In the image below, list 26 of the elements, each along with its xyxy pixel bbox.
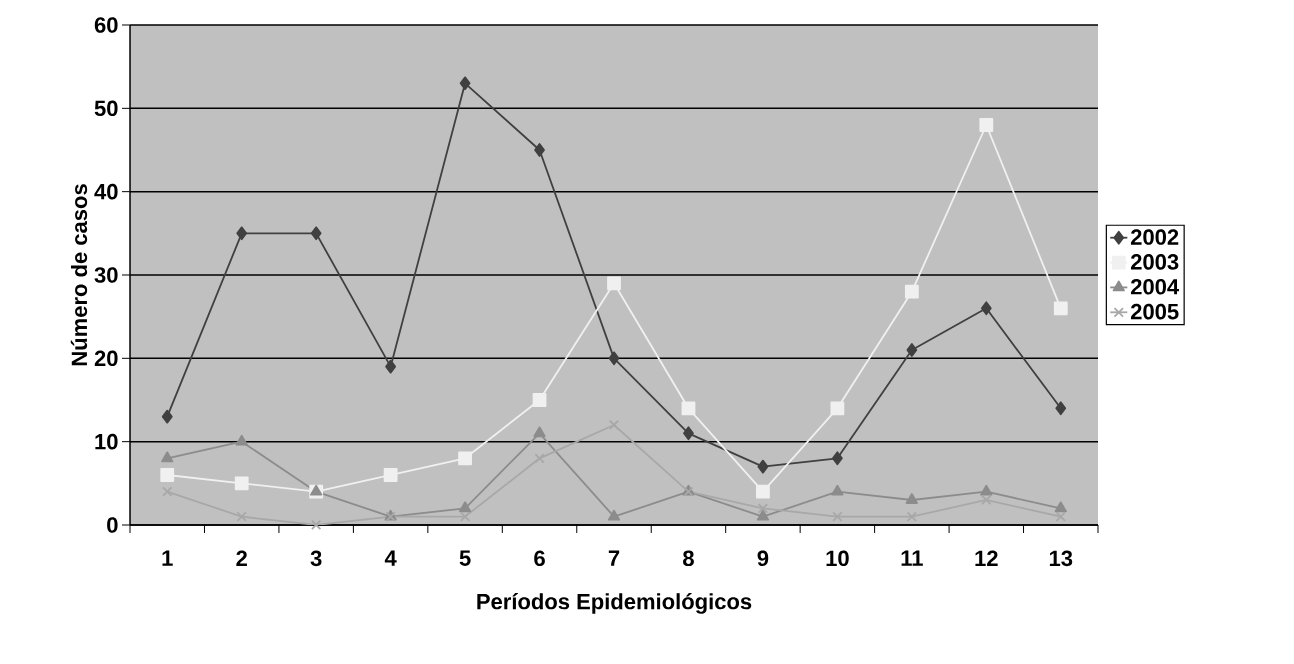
x-tick-label: 6 xyxy=(534,550,545,567)
x-tick-label: 12 xyxy=(975,550,998,566)
x-tick-label: 5 xyxy=(459,550,471,566)
y-tick-label: 40 xyxy=(94,183,118,200)
y-tick-label: 0 xyxy=(107,517,118,533)
x-tick-label: 10 xyxy=(826,550,849,567)
x-tick-label: 9 xyxy=(757,550,769,567)
x-axis-title: Períodos Epidemiológicos xyxy=(477,592,752,614)
legend-label: 2004 xyxy=(1130,278,1180,295)
x-tick-label: 11 xyxy=(901,550,923,566)
y-tick-label: 20 xyxy=(94,350,118,367)
legend-label: 2002 xyxy=(1130,229,1179,245)
x-tick-label: 1 xyxy=(162,550,173,566)
x-tick-label: 4 xyxy=(384,550,397,566)
y-tick-label: 50 xyxy=(94,100,118,117)
x-tick-label: 8 xyxy=(683,550,694,567)
y-tick-label: 30 xyxy=(94,267,118,283)
y-tick-label: 10 xyxy=(95,433,118,450)
x-tick-label: 13 xyxy=(1049,550,1073,567)
y-tick-label: 60 xyxy=(94,17,118,33)
legend-label: 2003 xyxy=(1130,254,1179,270)
y-axis-title: Número de casos xyxy=(70,184,88,366)
legend-label: 2005 xyxy=(1130,303,1179,320)
x-tick-label: 3 xyxy=(310,550,322,567)
x-tick-label: 2 xyxy=(236,550,247,566)
x-tick-label: 7 xyxy=(608,550,620,566)
